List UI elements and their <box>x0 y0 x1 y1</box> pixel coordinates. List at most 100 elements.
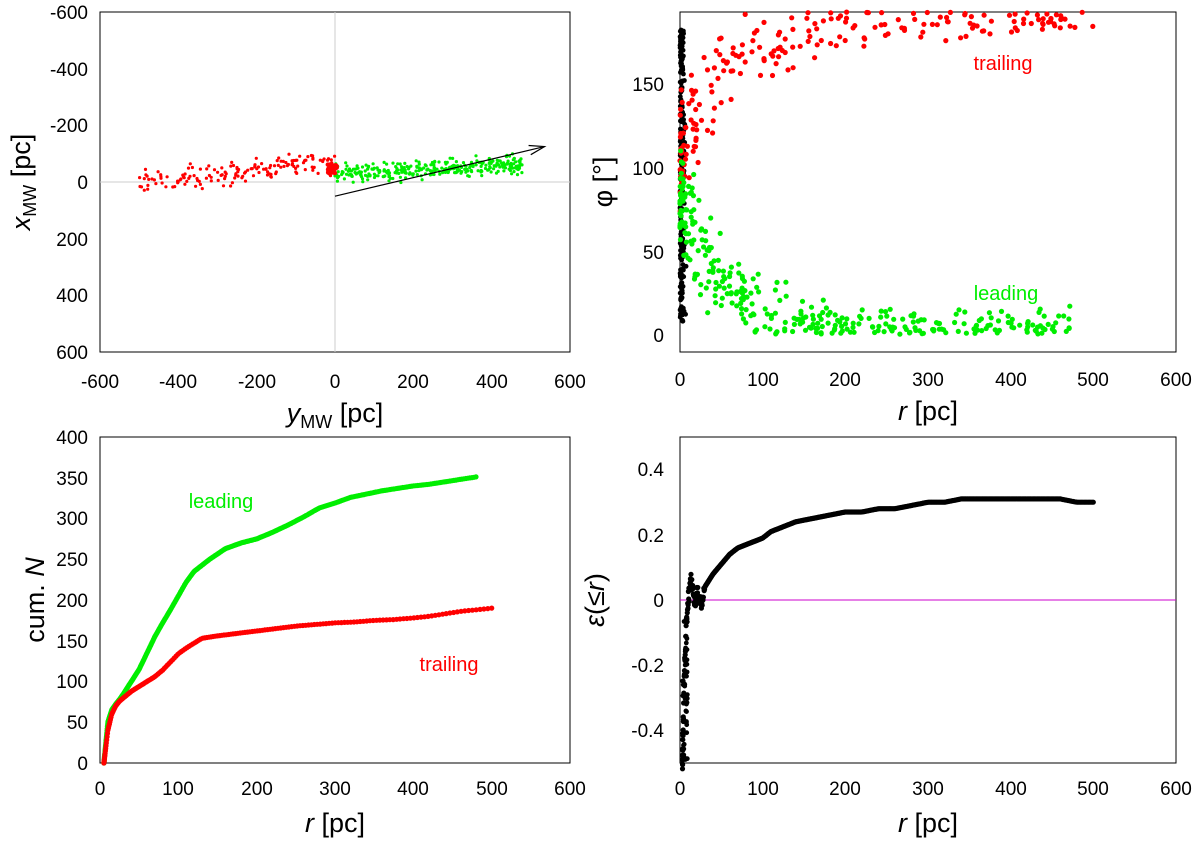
tl-ylabel: xMW [pc] <box>6 134 40 233</box>
trailing-point <box>164 185 168 189</box>
trailing-point <box>240 176 244 180</box>
tick-label: 600 <box>56 343 88 364</box>
leading-point <box>359 173 363 177</box>
leading-point <box>903 326 909 332</box>
leading-point <box>702 228 709 234</box>
plot-frame <box>99 436 571 764</box>
leading-point <box>1030 322 1036 328</box>
leading-point <box>797 321 803 327</box>
tr-plot-area <box>677 9 1096 337</box>
leading-point <box>680 160 686 166</box>
trailing-point <box>143 167 148 171</box>
epsilon-point <box>683 640 689 646</box>
trailing-point <box>779 47 785 54</box>
trailing-point <box>920 29 926 35</box>
black-point <box>683 263 689 269</box>
leading-point <box>367 164 371 168</box>
leading-point <box>882 309 889 315</box>
leading-point <box>398 162 402 166</box>
trailing-point <box>790 44 796 50</box>
leading-point <box>489 170 493 174</box>
br-xticks: 0 100 200 300 400 500 600 <box>675 779 1192 800</box>
leading-point <box>344 172 349 176</box>
trailing-point <box>188 174 192 178</box>
leading-point <box>376 174 380 178</box>
leading-point <box>414 159 418 163</box>
black-point <box>679 43 685 49</box>
trailing-point <box>251 174 256 178</box>
leading-point <box>749 301 755 307</box>
leading-point <box>820 309 826 316</box>
leading-point <box>476 169 480 173</box>
leading-point <box>514 160 518 164</box>
leading-point <box>740 316 747 322</box>
leading-point <box>739 285 745 291</box>
leading-point <box>891 316 897 322</box>
direction-arrow-head <box>528 144 547 156</box>
tick-label: 0 <box>330 372 341 393</box>
leading-point <box>715 257 721 263</box>
x-axis-label: r [pc] <box>898 396 958 426</box>
tick-label: 600 <box>1160 779 1192 800</box>
leading-point <box>753 327 760 333</box>
leading-point <box>858 315 864 321</box>
leading-point <box>738 300 744 306</box>
trailing-point <box>937 14 943 20</box>
trailing-point <box>257 170 261 175</box>
leading-point <box>719 295 725 301</box>
trailing-point <box>835 15 841 21</box>
leading-point <box>461 161 466 165</box>
panel-bottom-left: 0 100 200 300 400 500 600 0 50 100 150 2… <box>20 428 586 838</box>
trailing-point <box>968 14 975 20</box>
leading-point <box>859 307 865 313</box>
leading-point <box>495 161 499 165</box>
leading-point <box>440 166 444 170</box>
trailing-point <box>178 178 182 182</box>
br-plot-area <box>679 496 1176 772</box>
trailing-point <box>1020 20 1027 27</box>
leading-point <box>716 268 722 274</box>
trailing-point <box>142 177 146 181</box>
leading-point <box>818 331 824 337</box>
leading-point <box>813 325 819 332</box>
trailing-point <box>981 12 987 18</box>
leading-point <box>1005 313 1011 319</box>
leading-point <box>370 167 374 171</box>
leading-point <box>1009 316 1015 322</box>
trailing-point <box>279 165 283 169</box>
leading-point <box>743 320 749 326</box>
leading-point <box>512 156 516 160</box>
leading-point <box>469 168 473 173</box>
leading-point <box>1050 324 1056 330</box>
leading-point <box>366 178 370 182</box>
trailing-point <box>750 38 756 44</box>
leading-point <box>678 170 685 176</box>
leading-point <box>992 327 998 333</box>
trailing-point <box>820 18 827 24</box>
leading-point <box>832 326 838 332</box>
trailing-point <box>276 163 280 167</box>
trailing-point <box>326 157 331 161</box>
leading-point <box>364 163 368 167</box>
trailing-point <box>761 56 767 62</box>
leading-point <box>1025 320 1031 326</box>
leading-point <box>683 239 690 245</box>
trailing-point <box>677 112 683 118</box>
leading-point <box>492 164 496 168</box>
trailing-point <box>212 168 217 172</box>
trailing-point <box>1044 11 1050 17</box>
tick-label: -400 <box>159 372 197 393</box>
leading-point <box>721 274 727 280</box>
trailing-point <box>485 606 491 612</box>
leading-point <box>430 169 434 173</box>
leading-point <box>900 316 906 322</box>
leading-point <box>710 269 716 275</box>
leading-point <box>682 191 689 197</box>
leading-point <box>810 316 817 322</box>
leading-point <box>409 164 413 168</box>
leading-point <box>336 176 340 180</box>
trailing-point <box>294 170 298 174</box>
tick-label: 600 <box>1160 370 1192 391</box>
leading-point <box>480 161 484 165</box>
black-point <box>681 308 687 314</box>
